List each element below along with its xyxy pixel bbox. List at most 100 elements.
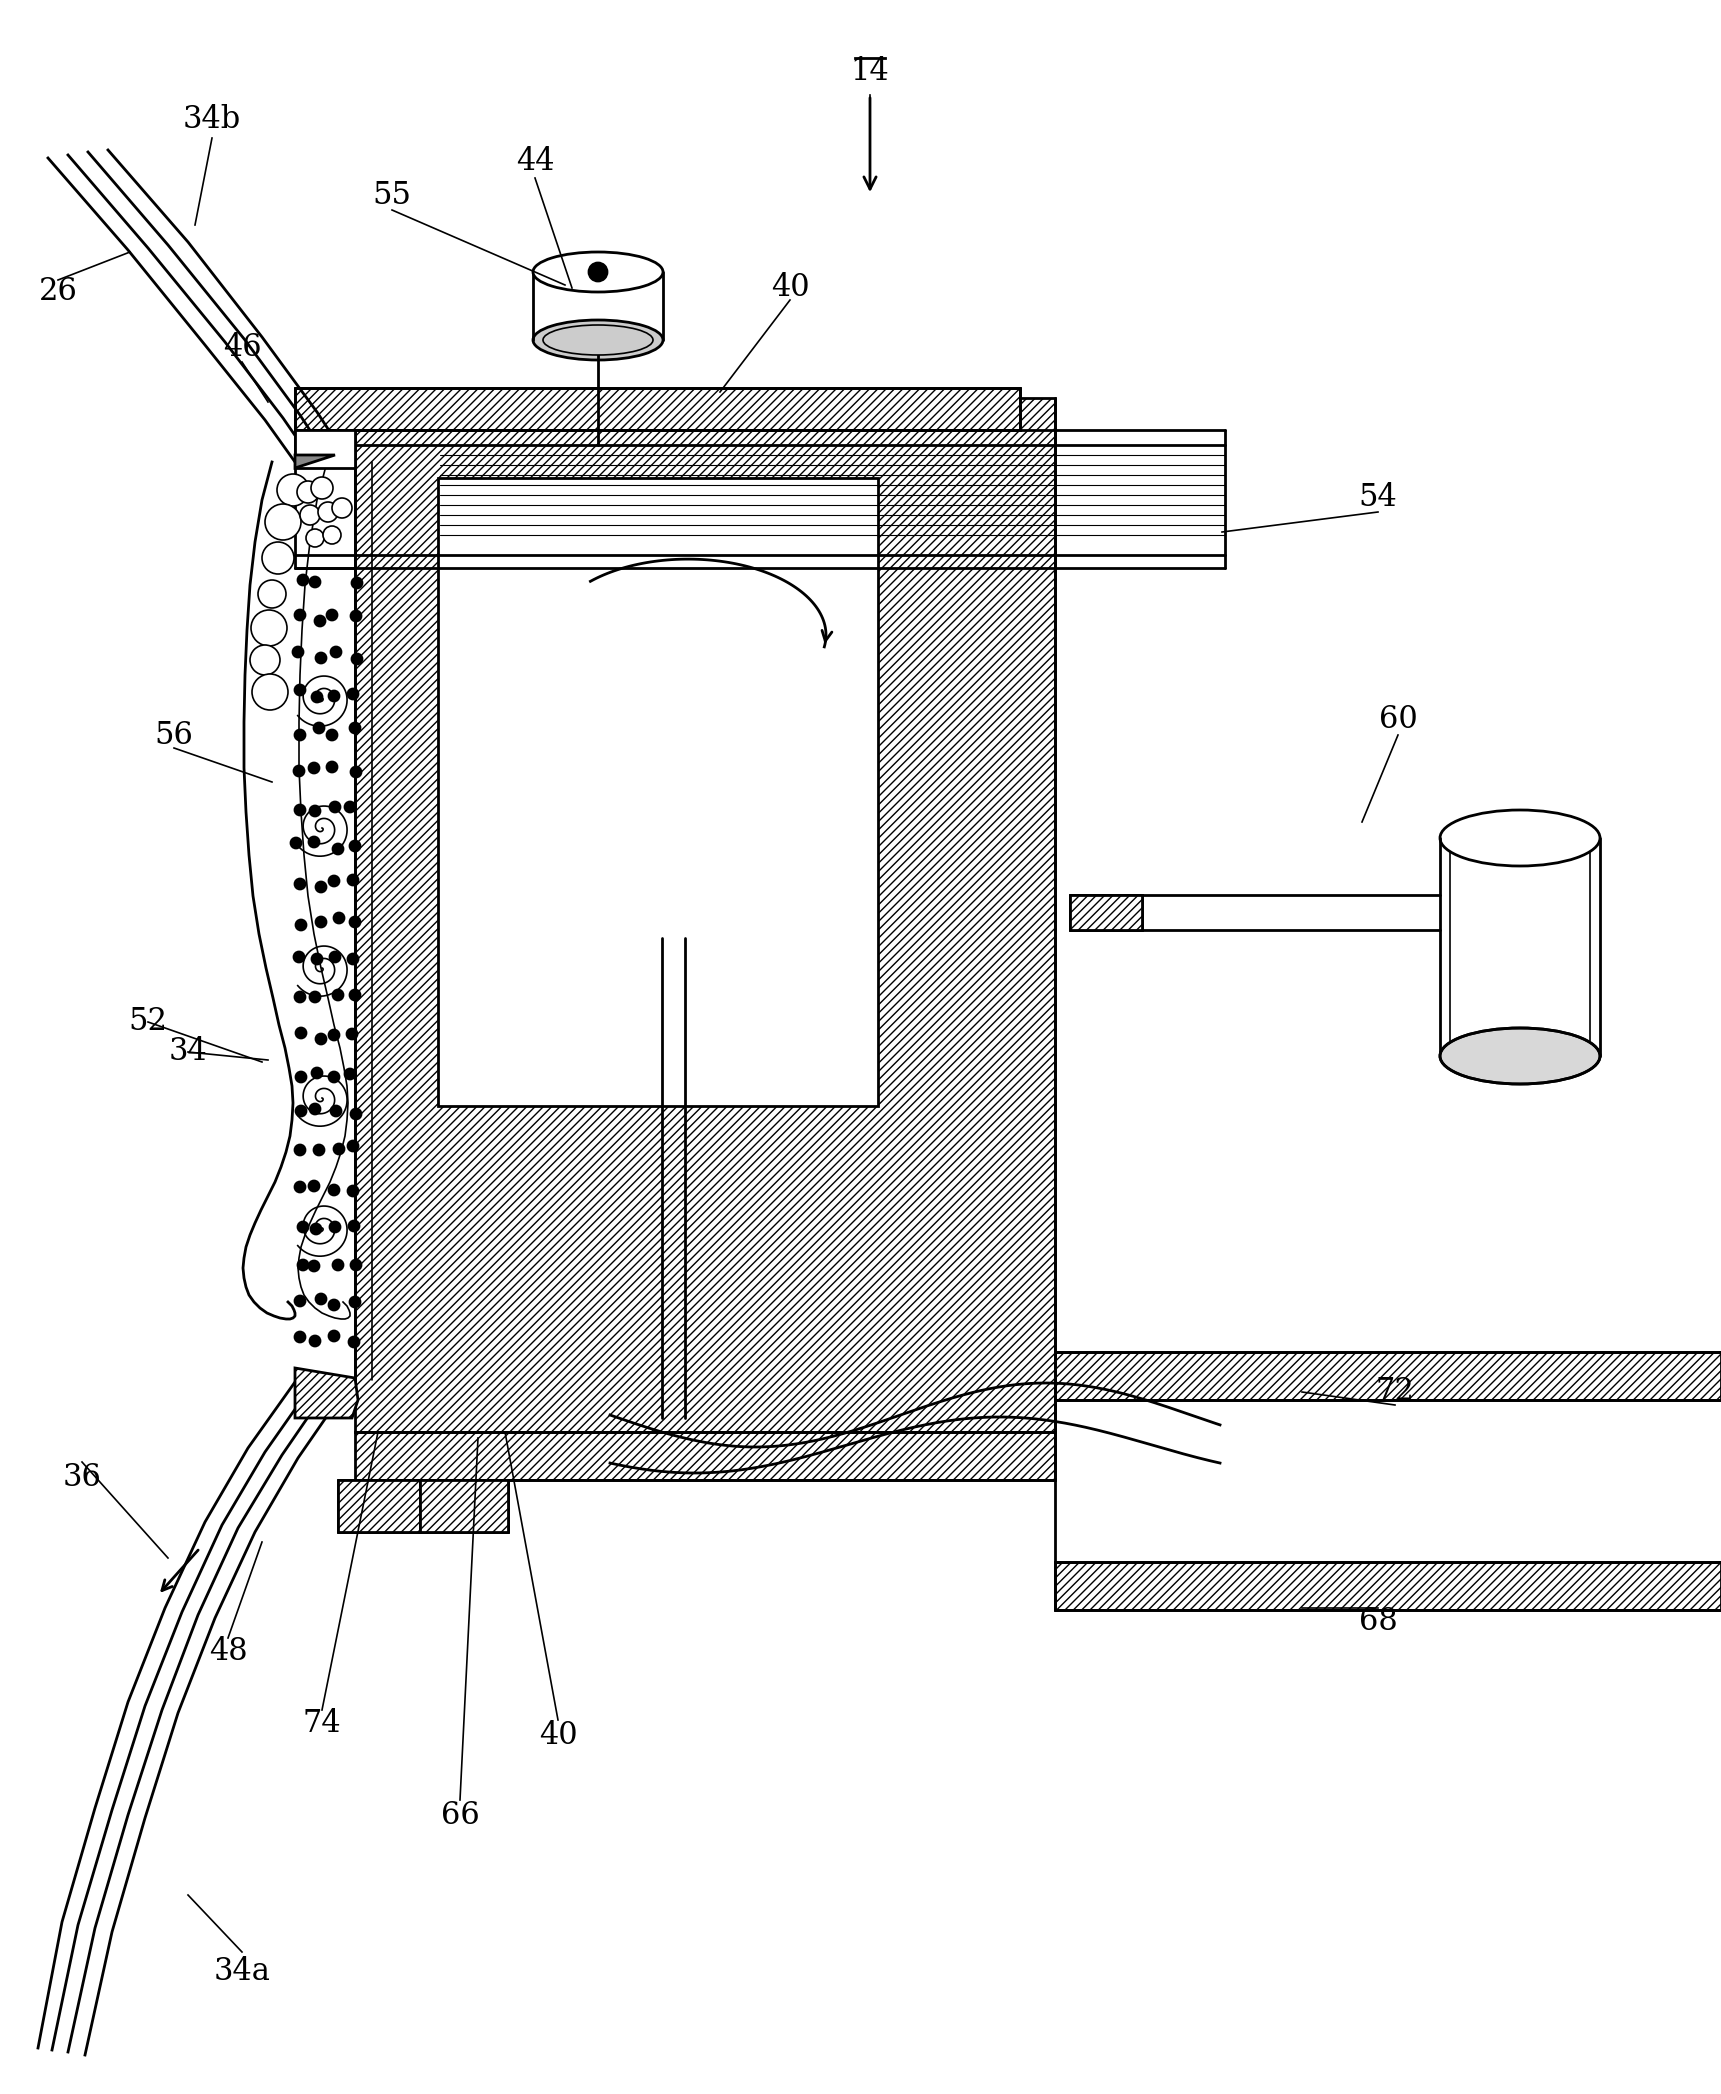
Circle shape [306, 530, 324, 547]
Circle shape [294, 731, 305, 739]
Circle shape [294, 1145, 305, 1156]
Circle shape [329, 1072, 339, 1083]
Circle shape [349, 842, 360, 850]
Circle shape [294, 804, 305, 815]
Circle shape [330, 1223, 341, 1231]
Circle shape [312, 477, 332, 498]
Circle shape [294, 685, 305, 695]
Circle shape [329, 1030, 339, 1041]
Text: 34b: 34b [182, 105, 241, 136]
Circle shape [312, 955, 322, 963]
Ellipse shape [544, 325, 652, 356]
Circle shape [334, 1143, 344, 1154]
Circle shape [349, 1221, 360, 1231]
Bar [355, 398, 1055, 1432]
Circle shape [296, 919, 306, 930]
Circle shape [349, 1296, 360, 1307]
Circle shape [351, 766, 361, 777]
Circle shape [294, 1296, 305, 1307]
Text: 60: 60 [1379, 704, 1418, 735]
Bar [294, 387, 1021, 429]
Circle shape [329, 1300, 339, 1311]
Circle shape [330, 1106, 341, 1116]
Circle shape [348, 1028, 356, 1039]
Circle shape [317, 1294, 325, 1305]
Circle shape [310, 1104, 320, 1114]
Circle shape [317, 1034, 325, 1045]
Circle shape [258, 580, 286, 607]
Circle shape [344, 1070, 355, 1078]
Circle shape [250, 645, 281, 674]
Circle shape [332, 1261, 342, 1269]
Text: 54: 54 [1358, 482, 1397, 513]
Circle shape [312, 691, 322, 701]
Circle shape [298, 1261, 308, 1269]
Circle shape [312, 1225, 322, 1233]
Circle shape [344, 802, 355, 812]
Text: 34: 34 [169, 1037, 207, 1068]
Circle shape [332, 844, 342, 854]
Circle shape [589, 264, 608, 281]
Ellipse shape [534, 251, 663, 291]
Text: 34a: 34a [213, 1956, 270, 1987]
Text: 46: 46 [222, 333, 262, 364]
Bar [1055, 1353, 1721, 1401]
Text: 36: 36 [62, 1462, 102, 1493]
Text: 14: 14 [850, 57, 890, 88]
Circle shape [310, 762, 318, 773]
Circle shape [294, 1332, 305, 1342]
Text: 72: 72 [1375, 1376, 1415, 1407]
Circle shape [294, 766, 305, 777]
Circle shape [313, 1145, 324, 1156]
Circle shape [296, 1028, 306, 1039]
Circle shape [298, 576, 308, 584]
Circle shape [348, 1185, 358, 1196]
Circle shape [327, 762, 337, 773]
Circle shape [317, 653, 325, 664]
Circle shape [349, 1336, 360, 1346]
Circle shape [329, 1185, 339, 1196]
Circle shape [265, 505, 301, 540]
Circle shape [262, 542, 294, 574]
Circle shape [329, 691, 339, 701]
Circle shape [310, 578, 320, 586]
Circle shape [310, 806, 320, 817]
Circle shape [294, 993, 305, 1003]
Text: 74: 74 [303, 1707, 341, 1738]
Text: 40: 40 [771, 272, 809, 304]
Circle shape [317, 917, 325, 928]
Bar [1055, 1562, 1721, 1610]
Circle shape [330, 802, 341, 812]
Circle shape [348, 1141, 358, 1152]
Text: 56: 56 [155, 720, 193, 750]
Polygon shape [439, 477, 878, 1106]
Circle shape [353, 578, 361, 588]
Circle shape [312, 1068, 322, 1078]
Circle shape [334, 913, 344, 923]
Circle shape [310, 1181, 318, 1191]
Ellipse shape [1440, 1028, 1601, 1085]
Circle shape [329, 1332, 339, 1340]
Circle shape [327, 731, 337, 739]
Circle shape [251, 674, 287, 710]
Circle shape [349, 917, 360, 928]
Text: 66: 66 [441, 1799, 480, 1830]
Circle shape [299, 505, 320, 526]
Ellipse shape [1440, 810, 1601, 867]
Ellipse shape [534, 320, 663, 360]
Bar [420, 1480, 508, 1533]
Circle shape [348, 955, 358, 963]
Circle shape [332, 990, 342, 1001]
Circle shape [310, 1261, 318, 1271]
Circle shape [317, 882, 325, 892]
Circle shape [294, 953, 305, 961]
Circle shape [351, 1261, 361, 1269]
Circle shape [298, 482, 318, 503]
Text: 48: 48 [208, 1638, 248, 1667]
Circle shape [351, 611, 361, 622]
Circle shape [351, 1110, 361, 1118]
Polygon shape [294, 429, 355, 467]
Circle shape [296, 1106, 306, 1116]
Circle shape [348, 875, 358, 886]
Circle shape [318, 503, 337, 521]
